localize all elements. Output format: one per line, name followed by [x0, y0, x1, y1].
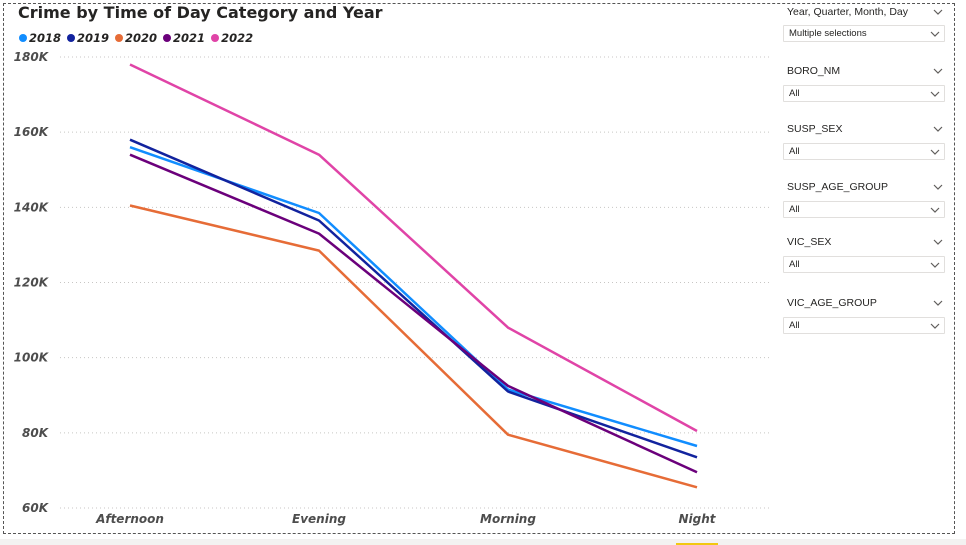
x-tick-label: Night [678, 512, 716, 526]
slicer-dropdown[interactable]: All [783, 317, 945, 334]
series-line-2018[interactable] [129, 146, 698, 448]
legend-item-2020[interactable]: 2020 [115, 31, 157, 45]
chevron-down-icon [928, 258, 942, 272]
legend-marker [211, 34, 220, 42]
chevron-down-icon[interactable] [931, 235, 945, 249]
slicer-dropdown[interactable]: All [783, 256, 945, 273]
series-lines[interactable] [129, 63, 698, 489]
y-tick-label: 100K [14, 351, 50, 365]
slicer-value: Multiple selections [789, 28, 867, 39]
y-tick-label: 160K [14, 125, 50, 139]
y-tick-label: 180K [14, 50, 50, 64]
slicer-value: All [789, 259, 800, 270]
series-line-2022[interactable] [129, 63, 698, 433]
legend-label: 2020 [125, 31, 158, 45]
slicer-boro-nm[interactable]: BORO_NM All [783, 62, 945, 102]
report-canvas [3, 3, 955, 534]
gridlines [60, 56, 772, 509]
slicer-value: All [789, 204, 800, 215]
slicer-dropdown[interactable]: Multiple selections [783, 25, 945, 42]
legend-label: 2022 [221, 31, 254, 45]
legend-label: 2021 [173, 31, 206, 45]
series-line-2021[interactable] [129, 153, 698, 474]
line-chart[interactable]: 180K 160K 140K 120K 100K 80K 60K Afternoon Even… [0, 0, 780, 540]
legend-item-2019[interactable]: 2019 [67, 31, 109, 45]
chevron-down-icon[interactable] [931, 64, 945, 78]
chevron-down-icon [928, 203, 942, 217]
slicer-title: Year, Quarter, Month, Day [787, 6, 909, 18]
x-tick-label: Morning [480, 512, 536, 526]
chevron-down-icon [928, 319, 942, 333]
legend-item-2022[interactable]: 2022 [211, 31, 253, 45]
active-page-tab[interactable] [676, 543, 718, 545]
slicer-value: All [789, 146, 800, 157]
slicer-susp-age-group[interactable]: SUSP_AGE_GROUP All [783, 178, 945, 218]
chart-legend[interactable]: 2018 2019 2020 2021 2022 [19, 31, 253, 45]
chart-title: Crime by Time of Day Category and Year [18, 3, 383, 22]
slicer-value: All [789, 320, 800, 331]
y-axis: 180K 160K 140K 120K 100K 80K 60K [14, 50, 50, 515]
slicer-vic-sex[interactable]: VIC_SEX All [783, 233, 945, 273]
chevron-down-icon [928, 27, 942, 41]
slicer-title: VIC_AGE_GROUP [787, 297, 877, 309]
y-tick-label: 60K [22, 501, 50, 515]
page-tab-strip [0, 539, 966, 545]
legend-marker [19, 34, 27, 42]
legend-marker [163, 34, 172, 42]
chevron-down-icon[interactable] [931, 180, 945, 194]
slicer-dropdown[interactable]: All [783, 143, 945, 160]
series-line-2019[interactable] [129, 138, 698, 459]
slicer-date-hierarchy[interactable]: Year, Quarter, Month, Day Multiple selec… [783, 3, 945, 42]
slicer-value: All [789, 88, 800, 99]
chevron-down-icon[interactable] [931, 296, 945, 310]
y-tick-label: 80K [22, 426, 50, 440]
legend-item-2018[interactable]: 2018 [19, 31, 61, 45]
legend-item-2021[interactable]: 2021 [163, 31, 205, 45]
y-tick-label: 140K [14, 200, 50, 214]
chevron-down-icon[interactable] [931, 122, 945, 136]
y-tick-label: 120K [14, 276, 50, 290]
slicer-dropdown[interactable]: All [783, 85, 945, 102]
legend-label: 2019 [77, 31, 110, 45]
slicer-title: SUSP_AGE_GROUP [787, 181, 888, 193]
slicer-susp-sex[interactable]: SUSP_SEX All [783, 120, 945, 160]
chevron-down-icon [928, 145, 942, 159]
x-axis: Afternoon Evening Morning Night [95, 512, 717, 526]
x-tick-label: Evening [292, 512, 346, 526]
slicer-title: SUSP_SEX [787, 123, 843, 135]
x-tick-label: Afternoon [95, 512, 164, 526]
series-line-2020[interactable] [129, 204, 698, 489]
legend-marker [67, 34, 76, 42]
slicer-vic-age-group[interactable]: VIC_AGE_GROUP All [783, 294, 945, 334]
chevron-down-icon[interactable] [931, 5, 945, 19]
legend-label: 2018 [29, 31, 62, 45]
slicer-dropdown[interactable]: All [783, 201, 945, 218]
chevron-down-icon [928, 87, 942, 101]
slicer-title: BORO_NM [787, 65, 841, 77]
legend-marker [115, 34, 124, 42]
slicer-title: VIC_SEX [787, 236, 832, 248]
